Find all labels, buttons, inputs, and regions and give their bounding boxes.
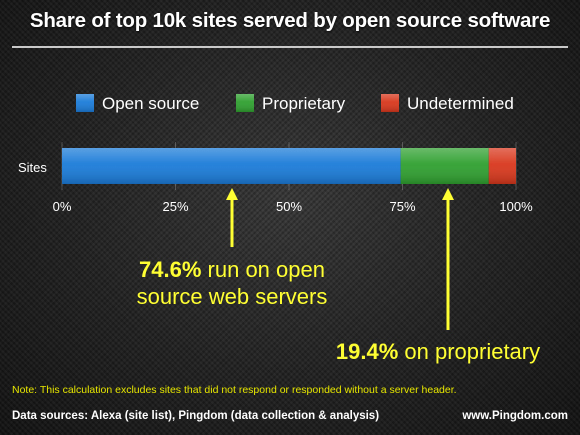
stacked-bar-chart: Open source Proprietary Undetermined Sites…: [18, 94, 540, 364]
annotation-proprietary-text: on proprietary: [398, 339, 540, 364]
x-axis: Sites 0% 25% 50% 75% 100%: [18, 160, 533, 214]
x-tick-label-4: 100%: [499, 199, 533, 214]
bar-segment-shade-0: [62, 148, 401, 184]
title-divider: [12, 46, 568, 48]
annotation-arrow-head-0: [226, 188, 238, 200]
annotation-open-source-line2: source web servers: [137, 284, 328, 309]
legend-label-2: Undetermined: [407, 94, 514, 113]
annotation-open-source-line1: 74.6% run on open: [139, 257, 325, 282]
category-label: Sites: [18, 160, 47, 175]
legend-label-0: Open source: [102, 94, 199, 113]
annotation-proprietary-line: 19.4% on proprietary: [336, 339, 540, 364]
annotation-open-source-value: 74.6%: [139, 257, 201, 282]
x-tick-label-1: 25%: [162, 199, 188, 214]
chart-title: Share of top 10k sites served by open so…: [29, 9, 551, 32]
legend-swatch-shade-1: [236, 94, 254, 112]
annotation-proprietary-value: 19.4%: [336, 339, 398, 364]
annotation-arrow-head-1: [442, 188, 454, 200]
legend-swatch-shade-0: [76, 94, 94, 112]
x-tick-label-0: 0%: [53, 199, 72, 214]
footnote: Note: This calculation excludes sites th…: [12, 384, 457, 396]
legend: Open source Proprietary Undetermined: [76, 94, 514, 113]
bar-segment-shade-1: [400, 148, 489, 184]
bar-segments: [62, 148, 516, 184]
bar-segment-shade-2: [488, 148, 516, 184]
legend-label-1: Proprietary: [262, 94, 346, 113]
website-link[interactable]: www.Pingdom.com: [462, 410, 568, 422]
x-tick-label-3: 75%: [389, 199, 415, 214]
x-tick-label-2: 50%: [276, 199, 302, 214]
data-sources: Data sources: Alexa (site list), Pingdom…: [12, 410, 380, 422]
annotation-open-source-text: run on open: [201, 257, 325, 282]
legend-swatch-shade-2: [381, 94, 399, 112]
